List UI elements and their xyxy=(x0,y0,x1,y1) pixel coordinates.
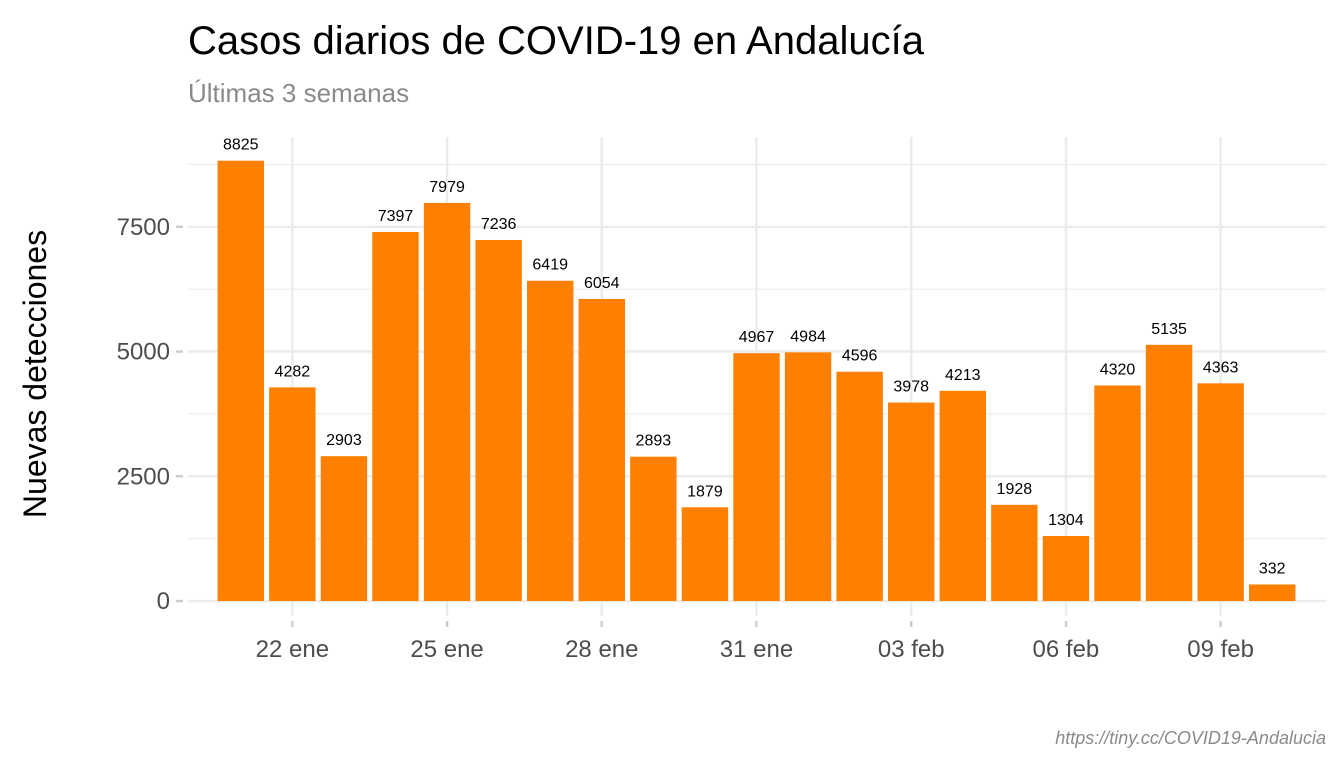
bar xyxy=(681,507,729,602)
bar xyxy=(1094,385,1141,602)
data-label: 6419 xyxy=(532,257,568,274)
bar xyxy=(630,456,677,602)
data-label: 4984 xyxy=(790,328,826,345)
data-label: 5135 xyxy=(1151,321,1187,338)
bars xyxy=(217,160,1296,602)
bar xyxy=(939,390,986,602)
bar xyxy=(1249,584,1296,602)
data-label: 332 xyxy=(1259,560,1286,577)
bar xyxy=(578,298,625,602)
x-tick-label: 28 ene xyxy=(565,636,638,663)
data-label: 4282 xyxy=(275,363,311,380)
bar xyxy=(888,402,935,602)
y-tick-label: 5000 xyxy=(117,339,170,366)
bar xyxy=(991,504,1038,602)
bar xyxy=(1145,344,1193,602)
data-label: 1304 xyxy=(1048,512,1084,529)
bar xyxy=(527,280,574,602)
chart-title: Casos diarios de COVID-19 en Andalucía xyxy=(188,19,925,63)
chart-subtitle: Últimas 3 semanas xyxy=(188,78,409,108)
data-label: 2903 xyxy=(326,432,362,449)
bar xyxy=(733,353,780,602)
y-axis-ticks: 0 2500 5000 7500 xyxy=(117,214,183,615)
data-label: 8825 xyxy=(223,137,259,154)
bar xyxy=(784,352,832,602)
bar xyxy=(217,160,264,602)
x-axis-ticks: 22 ene 25 ene 28 ene 31 ene 03 feb 06 feb 09 f… xyxy=(256,621,1254,663)
y-tick-label: 7500 xyxy=(117,214,170,241)
data-label: 4213 xyxy=(945,367,981,384)
bar xyxy=(269,387,316,602)
data-label: 4320 xyxy=(1100,361,1136,378)
x-tick-label: 03 feb xyxy=(878,636,945,663)
y-tick-label: 2500 xyxy=(117,463,170,490)
x-tick-label: 31 ene xyxy=(720,636,793,663)
chart-caption: https://tiny.cc/COVID19-Andalucia xyxy=(1055,728,1326,748)
bar xyxy=(423,202,471,602)
data-labels: 8825 4282 2903 7397 7979 7236 6419 6054 2893 1879… xyxy=(223,137,1286,578)
y-tick-label: 0 xyxy=(157,588,170,615)
bar xyxy=(475,239,522,602)
x-tick-label: 09 feb xyxy=(1187,636,1254,663)
bar xyxy=(372,231,419,602)
data-label: 4363 xyxy=(1203,359,1239,376)
data-label: 4596 xyxy=(842,348,878,365)
data-label: 3978 xyxy=(893,379,929,396)
data-label: 1879 xyxy=(687,483,723,500)
bar xyxy=(320,456,368,602)
y-axis-label: Nuevas detecciones xyxy=(17,230,53,518)
bar xyxy=(836,371,883,602)
x-tick-label: 25 ene xyxy=(410,636,483,663)
data-label: 1928 xyxy=(997,481,1033,498)
data-label: 2893 xyxy=(636,433,672,450)
bar xyxy=(1042,535,1090,602)
x-tick-label: 06 feb xyxy=(1033,636,1100,663)
data-label: 4967 xyxy=(739,329,775,346)
data-label: 7236 xyxy=(481,216,517,233)
data-label: 7979 xyxy=(429,179,465,196)
data-label: 6054 xyxy=(584,275,620,292)
x-tick-label: 22 ene xyxy=(256,636,329,663)
bar xyxy=(1197,383,1244,602)
data-label: 7397 xyxy=(378,208,414,225)
